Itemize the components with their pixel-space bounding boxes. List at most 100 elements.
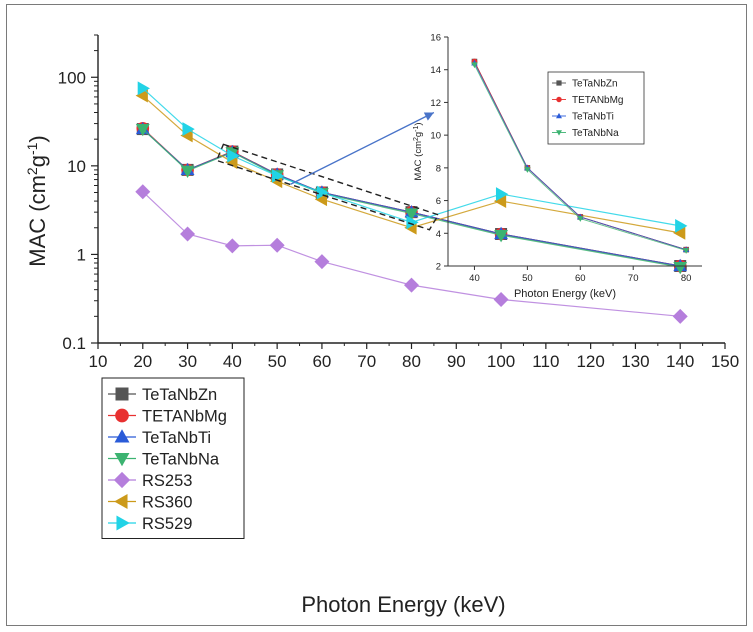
inset-legend: TeTaNbZn TETANbMg TeTaNbTi TeTaNbNa bbox=[547, 71, 645, 145]
data-point-rs529 bbox=[406, 215, 419, 230]
data-point-tetanbna bbox=[404, 208, 419, 221]
inset-y-tick-label-2: 2 bbox=[436, 262, 441, 273]
data-point-tetanbna bbox=[135, 123, 150, 137]
y-axis-title-mid: g bbox=[25, 155, 50, 167]
data-point-rs253 bbox=[135, 184, 151, 200]
inset-legend-box bbox=[547, 71, 645, 145]
data-point-rs253 bbox=[404, 277, 419, 293]
data-point-rs253 bbox=[314, 254, 330, 270]
data-point-rs360 bbox=[673, 225, 686, 240]
inset-legend-label-tetanbzn: TeTaNbZn bbox=[572, 79, 618, 90]
inset-x-tick-label-80: 80 bbox=[681, 273, 692, 284]
inset-data-point-tetanbna bbox=[524, 167, 531, 173]
data-point-rs360 bbox=[135, 88, 148, 103]
x-tick-label-80: 80 bbox=[402, 352, 421, 371]
inset-y-axis-title: MAC (cm2g-1) bbox=[413, 122, 425, 180]
inset-legend-label-tetanbti: TeTaNbTi bbox=[572, 112, 614, 123]
data-point-rs360 bbox=[180, 128, 193, 143]
series-tetanbzn bbox=[136, 123, 687, 273]
series-rs253 bbox=[135, 184, 688, 324]
y-tick-label-100: 100 bbox=[58, 68, 86, 87]
legend-marker-tetanbti bbox=[114, 429, 130, 443]
data-point-rs253 bbox=[269, 237, 285, 253]
data-point-rs529 bbox=[182, 122, 195, 136]
legend-label-tetanbna: TeTaNbNa bbox=[142, 451, 220, 469]
x-tick-label-60: 60 bbox=[312, 352, 331, 371]
x-tick-label-30: 30 bbox=[178, 352, 197, 371]
y-tick-label-1: 1 bbox=[77, 245, 86, 264]
data-point-rs253 bbox=[493, 291, 509, 307]
series-tetanbmg bbox=[136, 122, 687, 273]
inset-data-point-tetanbna bbox=[577, 216, 584, 222]
inset-y-tick-label-10: 10 bbox=[430, 131, 441, 142]
inset-legend-marker-tetanbti bbox=[556, 112, 562, 119]
inset-y-axis-title-sup2: -1 bbox=[413, 125, 420, 131]
series-line-tetanbzn bbox=[142, 128, 681, 267]
inset-x-tick-label-40: 40 bbox=[469, 273, 480, 284]
figure-frame bbox=[6, 4, 747, 626]
zoom-region-box bbox=[215, 143, 440, 231]
y-axis-title-sup1: 2 bbox=[24, 167, 40, 175]
y-axis-title: MAC (cm2g-1) bbox=[24, 135, 50, 266]
inset-y-axis-title-main: MAC (cm bbox=[413, 141, 424, 181]
inset-x-tick-label-50: 50 bbox=[522, 273, 533, 284]
inset-legend-label-tetanbmg: TETANbMg bbox=[572, 95, 624, 106]
zoom-arrow-head bbox=[423, 112, 434, 121]
legend-marker-tetanbna bbox=[114, 452, 130, 467]
inset-legend-marker-tetanbmg bbox=[556, 96, 562, 103]
y-axis-title-end: ) bbox=[25, 135, 50, 142]
inset-legend-label-tetanbna: TeTaNbNa bbox=[572, 128, 619, 139]
inset-data-point-tetanbna bbox=[682, 248, 690, 254]
x-tick-label-110: 110 bbox=[532, 352, 559, 371]
inset-legend-marker-tetanbna bbox=[556, 130, 562, 136]
main-plot: 10 20 30 40 50 60 70 80 90 100 110 120 130 140 1500.11… bbox=[24, 34, 739, 617]
y-axis-title-sup2: -1 bbox=[24, 142, 40, 155]
zoom-arrow-line bbox=[290, 111, 435, 185]
legend-label-rs360: RS360 bbox=[142, 494, 192, 512]
y-tick-label-10: 10 bbox=[67, 157, 86, 176]
x-tick-label-10: 10 bbox=[89, 352, 108, 371]
data-point-tetanbna bbox=[494, 230, 508, 243]
inset-legend-marker-tetanbzn bbox=[556, 80, 562, 86]
data-point-rs253 bbox=[224, 238, 240, 254]
y-tick-label-0-1: 0.1 bbox=[62, 334, 86, 353]
legend: TeTaNbZn TETANbMg TeTaNbTi TeTaNbNa RS253 RS3… bbox=[101, 377, 245, 539]
legend-marker-rs253 bbox=[113, 471, 131, 489]
x-tick-label-100: 100 bbox=[487, 352, 515, 371]
data-point-rs529 bbox=[137, 81, 150, 96]
legend-label-tetanbzn: TeTaNbZn bbox=[142, 386, 217, 404]
data-point-rs253 bbox=[180, 226, 196, 242]
x-tick-label-70: 70 bbox=[357, 352, 376, 371]
inset-series-tetanbna bbox=[471, 62, 690, 254]
series-line-tetanbti bbox=[142, 128, 681, 267]
series-line-rs253 bbox=[142, 191, 681, 317]
x-tick-label-50: 50 bbox=[268, 352, 287, 371]
y-axis-title-main: MAC (cm bbox=[25, 175, 50, 267]
x-tick-label-130: 130 bbox=[621, 352, 649, 371]
legend-label-tetanbti: TeTaNbTi bbox=[142, 429, 211, 447]
x-tick-label-20: 20 bbox=[133, 352, 152, 371]
inset-x-axis-title: Photon Energy (keV) bbox=[514, 288, 616, 300]
zoom-annotation bbox=[215, 111, 440, 231]
series-line-tetanbmg bbox=[142, 127, 681, 267]
data-point-tetanbna bbox=[180, 165, 195, 178]
x-tick-label-140: 140 bbox=[666, 352, 694, 371]
data-point-rs360 bbox=[225, 155, 238, 170]
x-tick-label-120: 120 bbox=[576, 352, 604, 371]
inset-x-tick-label-60: 60 bbox=[575, 273, 586, 284]
data-point-rs529 bbox=[316, 185, 330, 200]
series-tetanbna bbox=[135, 123, 688, 275]
series-line-rs529 bbox=[142, 87, 681, 227]
data-point-rs360 bbox=[493, 194, 507, 208]
inset-x-tick-label-70: 70 bbox=[628, 273, 639, 284]
inset-y-tick-label-16: 16 bbox=[430, 33, 441, 44]
x-tick-label-90: 90 bbox=[447, 352, 466, 371]
legend-label-rs253: RS253 bbox=[142, 472, 192, 490]
legend-marker-rs529 bbox=[116, 515, 130, 531]
series-line-rs360 bbox=[142, 95, 681, 234]
inset-data-point-tetanbna bbox=[471, 62, 478, 69]
inset-plot: 40 50 60 70 80 2 4 6 8 10 12 14 16 Photon Energy (keV… bbox=[413, 33, 702, 300]
data-point-rs253 bbox=[672, 308, 688, 324]
legend-label-rs529: RS529 bbox=[142, 515, 192, 533]
inset-y-tick-label-14: 14 bbox=[430, 65, 441, 76]
